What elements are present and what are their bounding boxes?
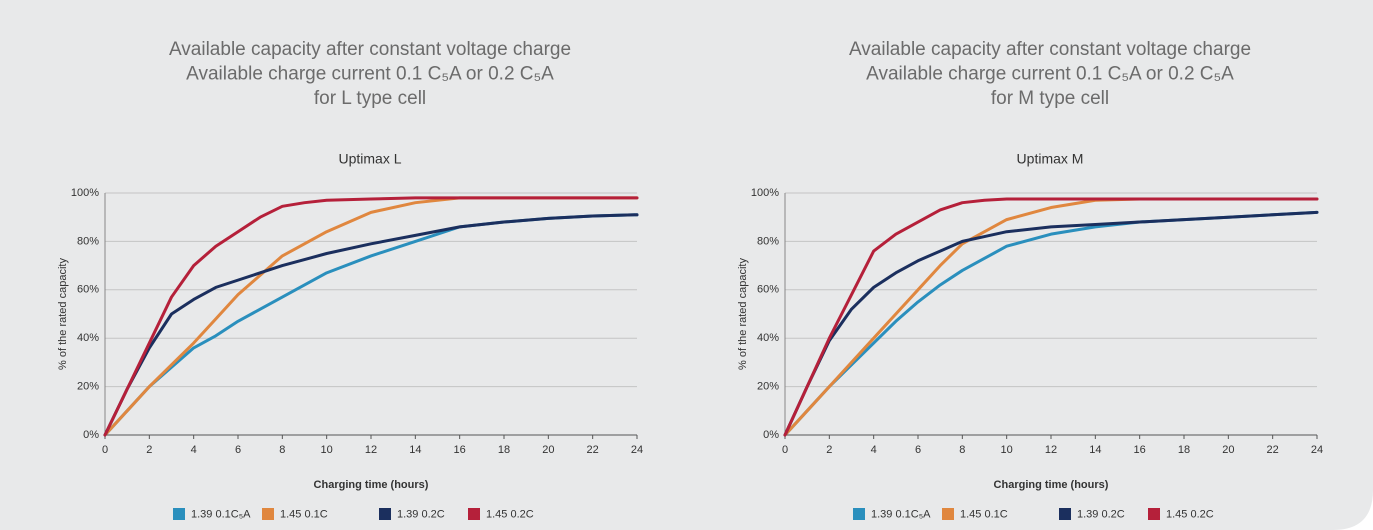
x-tick-label: 20 [1222, 444, 1234, 456]
line-series [103, 213, 639, 437]
x-tick-label: 8 [959, 444, 965, 456]
x-tick-label: 16 [1134, 444, 1146, 456]
x-tick-label: 24 [631, 444, 643, 456]
x-tick-label: 10 [1001, 444, 1013, 456]
legend-swatch [468, 508, 480, 520]
legend-swatch [1148, 508, 1160, 520]
y-tick-label: 0% [83, 429, 99, 441]
legend-label: 1.45 0.1C [280, 508, 328, 520]
chart-title: Available charge current 0.1 C₅A or 0.2 … [186, 64, 554, 85]
legend-label: 1.45 0.1C [960, 508, 1008, 520]
x-tick-label: 0 [782, 444, 788, 456]
x-axis-label: Charging time (hours) [994, 479, 1109, 491]
x-tick-label: 0 [102, 444, 108, 456]
x-tick-label: 4 [871, 444, 877, 456]
x-tick-label: 18 [498, 444, 510, 456]
x-tick-label: 8 [279, 444, 285, 456]
y-tick-label: 60% [77, 284, 99, 296]
x-tick-label: 4 [191, 444, 197, 456]
x-tick-label: 2 [146, 444, 152, 456]
legend-label: 1.39 0.2C [1077, 508, 1125, 520]
legend-swatch [853, 508, 865, 520]
legend-label: 1.39 0.2C [397, 508, 445, 520]
y-tick-label: 80% [77, 235, 99, 247]
x-tick-label: 14 [409, 444, 421, 456]
x-tick-label: 2 [826, 444, 832, 456]
y-tick-label: 100% [751, 187, 779, 199]
x-tick-label: 12 [365, 444, 377, 456]
x-tick-label: 18 [1178, 444, 1190, 456]
legend-label: 1.39 0.1C₅A [191, 508, 251, 520]
line-series [103, 196, 639, 437]
line-series [783, 210, 1319, 437]
legend-swatch [379, 508, 391, 520]
legend-label: 1.45 0.2C [1166, 508, 1214, 520]
x-tick-label: 24 [1311, 444, 1323, 456]
chart-title: Available capacity after constant voltag… [849, 39, 1251, 60]
chart-subtitle: Uptimax M [1017, 151, 1084, 167]
legend-label: 1.45 0.2C [486, 508, 534, 520]
x-tick-label: 16 [454, 444, 466, 456]
legend-label: 1.39 0.1C₅A [871, 508, 931, 520]
legend-swatch [1059, 508, 1071, 520]
y-tick-label: 40% [757, 332, 779, 344]
x-tick-label: 14 [1089, 444, 1101, 456]
x-tick-label: 22 [587, 444, 599, 456]
y-tick-label: 20% [77, 381, 99, 393]
legend-swatch [262, 508, 274, 520]
chart-title: for M type cell [991, 88, 1109, 109]
line-series [783, 197, 1319, 437]
x-axis-label: Charging time (hours) [314, 479, 429, 491]
y-tick-label: 0% [763, 429, 779, 441]
x-tick-label: 22 [1267, 444, 1279, 456]
chart-title: Available charge current 0.1 C₅A or 0.2 … [866, 64, 1234, 85]
legend-swatch [942, 508, 954, 520]
y-axis-label: % of the rated capacity [57, 258, 69, 370]
y-tick-label: 80% [757, 235, 779, 247]
legend-swatch [173, 508, 185, 520]
y-tick-label: 100% [71, 187, 99, 199]
x-tick-label: 6 [915, 444, 921, 456]
y-axis-label: % of the rated capacity [737, 258, 749, 370]
y-tick-label: 40% [77, 332, 99, 344]
x-tick-label: 6 [235, 444, 241, 456]
chart-title: for L type cell [314, 88, 426, 109]
chart-title: Available capacity after constant voltag… [169, 39, 571, 60]
x-tick-label: 12 [1045, 444, 1057, 456]
y-tick-label: 60% [757, 284, 779, 296]
x-tick-label: 10 [321, 444, 333, 456]
x-tick-label: 20 [542, 444, 554, 456]
chart-subtitle: Uptimax L [338, 151, 401, 167]
y-tick-label: 20% [757, 381, 779, 393]
